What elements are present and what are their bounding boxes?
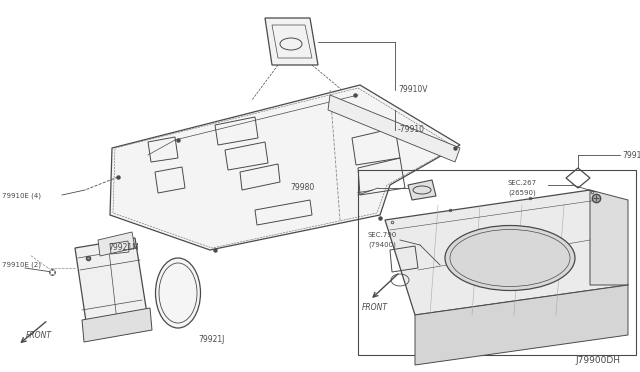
Text: 79910V: 79910V: [398, 86, 428, 94]
Polygon shape: [408, 180, 436, 200]
Polygon shape: [265, 18, 318, 65]
Text: FRONT: FRONT: [26, 331, 52, 340]
Text: 79910E (4): 79910E (4): [2, 193, 41, 199]
Polygon shape: [328, 95, 460, 162]
Text: J79900DH: J79900DH: [575, 356, 620, 365]
Polygon shape: [110, 85, 460, 250]
Polygon shape: [590, 190, 628, 285]
Text: 79921J: 79921J: [198, 336, 225, 344]
Text: 79980: 79980: [291, 183, 315, 192]
Text: (26590): (26590): [508, 190, 536, 196]
Polygon shape: [75, 238, 148, 335]
Text: (79400): (79400): [368, 242, 396, 248]
Text: 79910E (2): 79910E (2): [2, 262, 41, 268]
Polygon shape: [98, 232, 135, 256]
Polygon shape: [415, 285, 628, 365]
Ellipse shape: [445, 225, 575, 291]
Text: 79913: 79913: [622, 151, 640, 160]
Polygon shape: [385, 190, 628, 315]
Text: SEC.790: SEC.790: [368, 232, 397, 238]
Text: FRONT: FRONT: [362, 304, 388, 312]
Polygon shape: [82, 308, 152, 342]
Text: 79921M: 79921M: [108, 244, 139, 253]
Text: -79910: -79910: [398, 125, 425, 135]
Ellipse shape: [156, 258, 200, 328]
Text: SEC.267: SEC.267: [508, 180, 537, 186]
Bar: [358, 170, 636, 355]
